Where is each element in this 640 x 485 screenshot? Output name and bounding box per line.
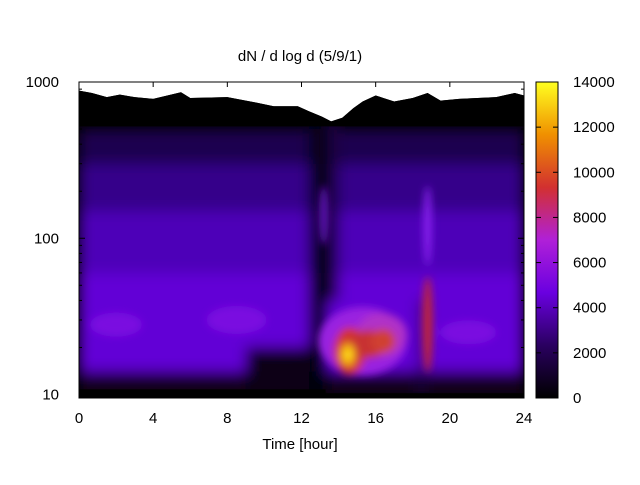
heatmap-area: [79, 82, 524, 398]
x-axis: 0 4 8 12 16 20 24: [75, 82, 533, 427]
y-tick-label: 10: [42, 387, 59, 404]
bottom-band: [79, 389, 326, 398]
colorbar-tick-label: 10000: [573, 164, 615, 181]
no-data-region: [79, 82, 524, 122]
heatmap-gap: [327, 116, 339, 301]
chart-title: dN / d log d (5/9/1): [238, 48, 362, 65]
spike-upper: [423, 185, 432, 266]
colorbar-tick-label: 12000: [573, 119, 615, 136]
y-axis: 10 100 1000: [26, 74, 524, 404]
colorbar-tick-label: 8000: [573, 209, 606, 226]
spike: [422, 276, 433, 373]
streak: [318, 185, 329, 246]
heatmap-gap: [418, 300, 424, 398]
heatmap-cutoff-layer: [79, 82, 524, 398]
lowsize-ridge: [90, 312, 143, 337]
x-tick-label: 8: [223, 410, 231, 427]
colorbar-ticks: 0 2000 4000 6000 8000 10000 12000 14000: [536, 74, 615, 407]
x-tick-label: 4: [149, 410, 157, 427]
colorbar-tick-label: 6000: [573, 255, 606, 272]
heatmap-feature-layer: [90, 185, 497, 376]
bottom-band: [325, 393, 524, 398]
colorbar-tick-label: 0: [573, 390, 581, 407]
colorbar-tick-label: 4000: [573, 300, 606, 317]
y-tick-label: 100: [34, 230, 59, 247]
heatmap-band: [79, 163, 524, 211]
lowsize-ridge: [206, 305, 267, 334]
heatmap-band: [79, 210, 524, 273]
burst-peak: [343, 348, 352, 361]
x-tick-label: 20: [441, 410, 458, 427]
colorbar: 0 2000 4000 6000 8000 10000 12000 14000: [535, 74, 615, 407]
burst-core: [371, 329, 396, 354]
cutoff-band: [79, 90, 524, 127]
x-tick-label: 24: [516, 410, 533, 427]
y-tick-label: 1000: [26, 74, 59, 91]
lowsize-ridge: [440, 320, 497, 345]
heatmap-band: [79, 129, 524, 164]
x-tick-label: 12: [293, 410, 310, 427]
colorbar-tick-label: 2000: [573, 345, 606, 362]
colorbar-tick-label: 14000: [573, 74, 615, 91]
x-axis-label: Time [hour]: [262, 436, 337, 453]
colorbar-gradient: [535, 81, 559, 399]
x-tick-label: 0: [75, 410, 83, 427]
x-tick-label: 16: [367, 410, 384, 427]
heatmap-base-layer: [79, 116, 524, 398]
